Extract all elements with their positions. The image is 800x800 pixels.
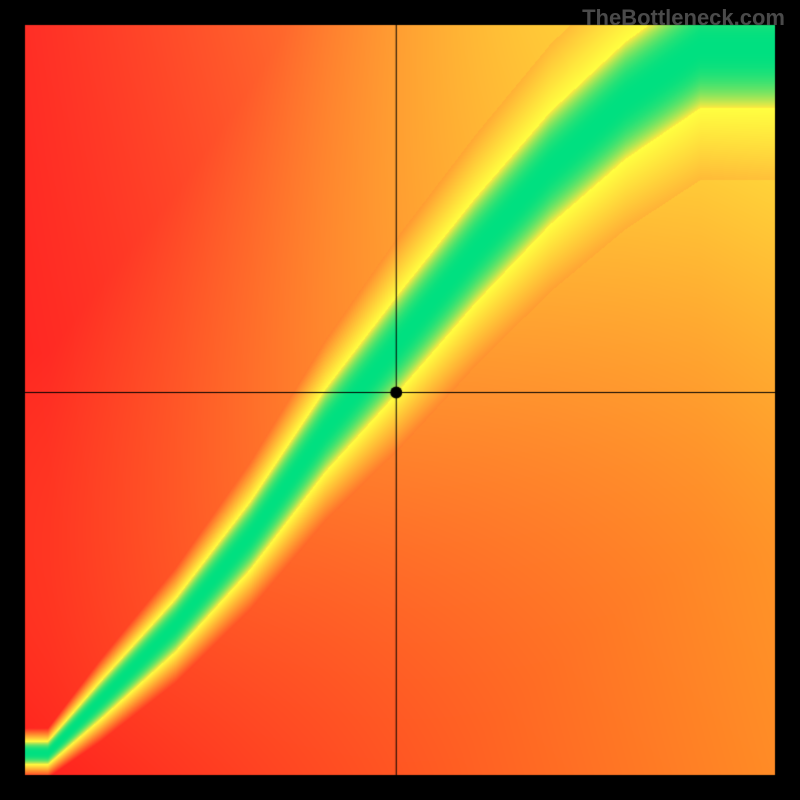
heatmap-canvas [0, 0, 800, 800]
watermark-text: TheBottleneck.com [582, 5, 785, 31]
chart-container: TheBottleneck.com [0, 0, 800, 800]
